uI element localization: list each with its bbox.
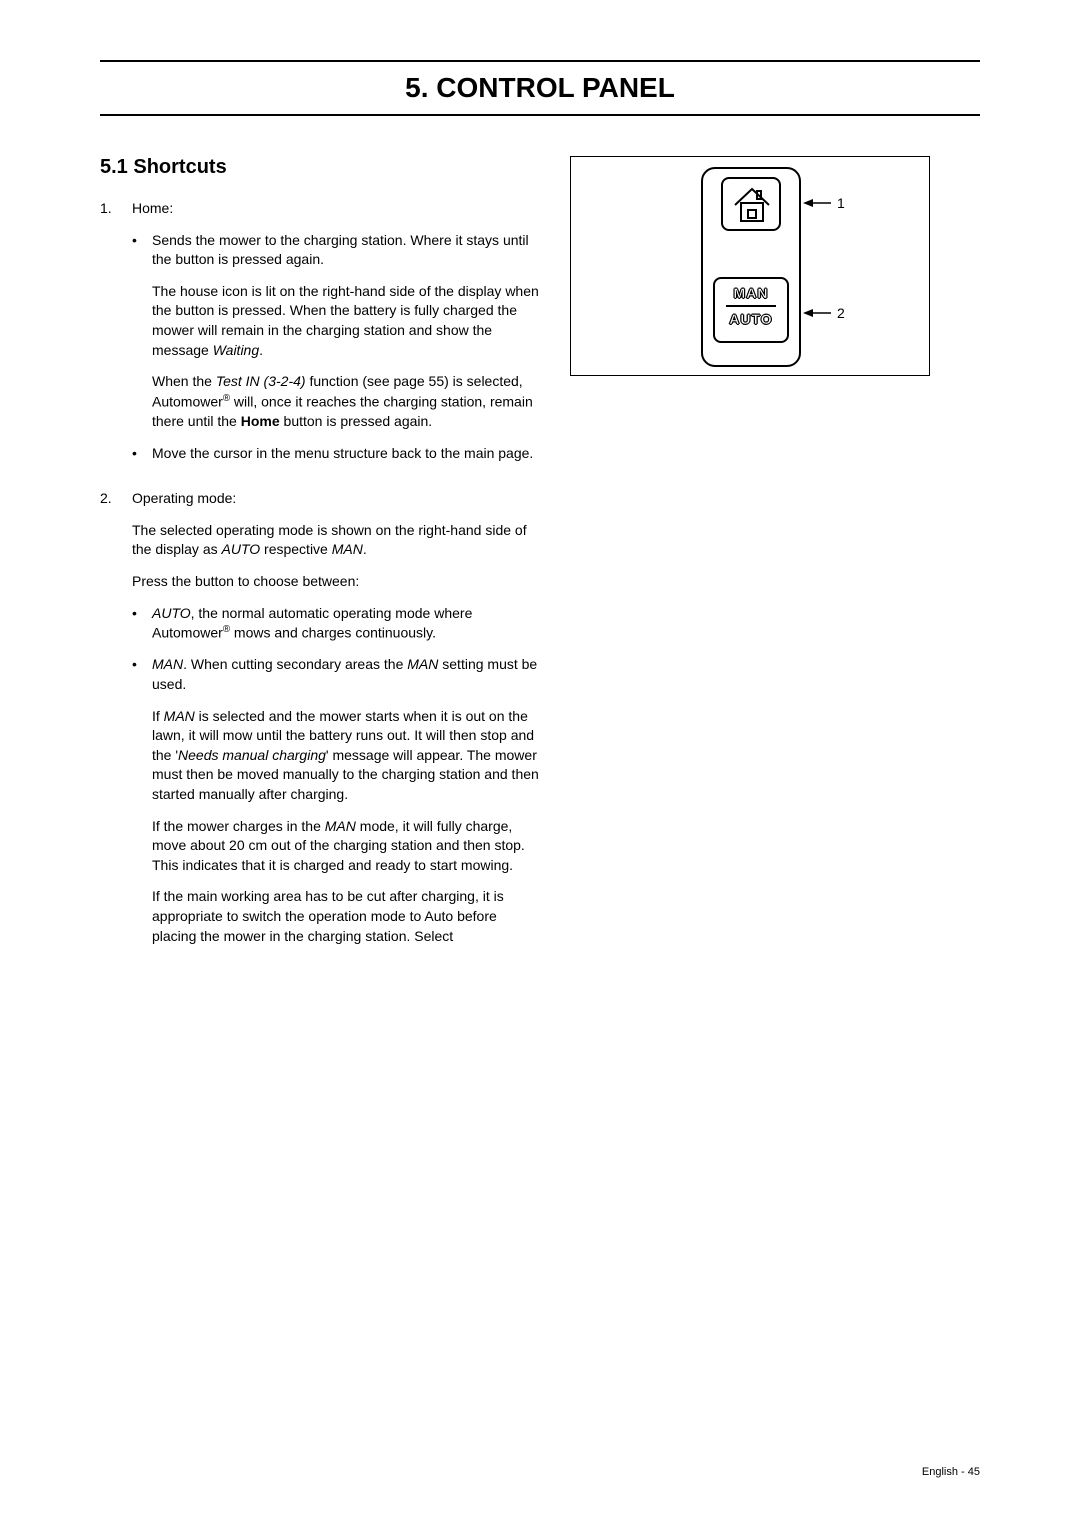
bullet-icon — [132, 444, 142, 464]
bm1a: AUTO — [152, 605, 191, 621]
chapter-title: 5. CONTROL PANEL — [100, 66, 980, 110]
bullet-home-1: Sends the mower to the charging station.… — [132, 231, 540, 432]
m-p1e: . — [363, 541, 367, 557]
bullet-home-1-text: Sends the mower to the charging station.… — [152, 232, 529, 268]
page-footer: English - 45 — [922, 1466, 980, 1478]
bm1c: ® — [223, 624, 230, 635]
list-number-1: 1. — [100, 199, 120, 475]
mode-auto-label: AUTO — [715, 311, 787, 327]
p2a: When the — [152, 373, 216, 389]
bullet-icon — [132, 604, 142, 644]
m-p3a: If — [152, 708, 164, 724]
list-label-mode: Operating mode: — [132, 490, 236, 506]
list-item-mode: 2. Operating mode: The selected operatin… — [100, 489, 540, 958]
m-p3d: Needs manual charging — [178, 747, 326, 763]
header-bottom-rule — [100, 114, 980, 116]
list-item-home: 1. Home: Sends the mower to the charging… — [100, 199, 540, 475]
section-heading: 5.1 Shortcuts — [100, 156, 540, 179]
bullet-home-2-text: Move the cursor in the menu structure ba… — [152, 445, 533, 461]
bullet-icon — [132, 231, 142, 432]
p2f: Home — [241, 413, 280, 429]
callout-2: 2 — [803, 305, 845, 321]
m-p4b: MAN — [325, 818, 356, 834]
control-panel-diagram: MAN AUTO 1 2 — [570, 156, 930, 376]
bm2a: MAN — [152, 656, 183, 672]
callout-1: 1 — [803, 195, 845, 211]
arrow-icon — [803, 307, 833, 319]
bm1d: mows and charges continuously. — [230, 625, 436, 641]
bm2c: MAN — [407, 656, 438, 672]
callout-1-label: 1 — [837, 195, 845, 211]
bullet-home-2: Move the cursor in the menu structure ba… — [132, 444, 540, 464]
m-p4a: If the mower charges in the — [152, 818, 325, 834]
bullet-mode-1: AUTO, the normal automatic operating mod… — [132, 604, 540, 644]
p1c: . — [259, 342, 263, 358]
mode-man-label: MAN — [715, 285, 787, 301]
p1a: The house icon is lit on the right-hand … — [152, 283, 539, 358]
m-p2: Press the button to choose between: — [132, 573, 359, 589]
p1b: Waiting — [213, 342, 259, 358]
callout-2-label: 2 — [837, 305, 845, 321]
bm2b: . When cutting secondary areas the — [183, 656, 407, 672]
p2g: button is pressed again. — [280, 413, 433, 429]
mode-button-graphic: MAN AUTO — [713, 277, 789, 343]
diagram-column: MAN AUTO 1 2 — [570, 156, 930, 972]
header-top-rule — [100, 60, 980, 62]
text-column: 5.1 Shortcuts 1. Home: Sends the mower t… — [100, 156, 540, 972]
p2b: Test IN (3-2-4) — [216, 373, 306, 389]
m-p1d: MAN — [332, 541, 363, 557]
p2d: ® — [223, 393, 230, 404]
bullet-mode-2: MAN. When cutting secondary areas the MA… — [132, 655, 540, 946]
list-number-2: 2. — [100, 489, 120, 958]
list-label-home: Home: — [132, 200, 173, 216]
m-p5: If the main working area has to be cut a… — [152, 888, 504, 943]
m-p1c: respective — [260, 541, 332, 557]
house-icon — [731, 185, 773, 225]
arrow-icon — [803, 197, 833, 209]
m-p1b: AUTO — [222, 541, 261, 557]
bullet-icon — [132, 655, 142, 946]
m-p3b: MAN — [164, 708, 195, 724]
mode-divider — [726, 305, 776, 307]
home-button-graphic — [721, 177, 781, 231]
